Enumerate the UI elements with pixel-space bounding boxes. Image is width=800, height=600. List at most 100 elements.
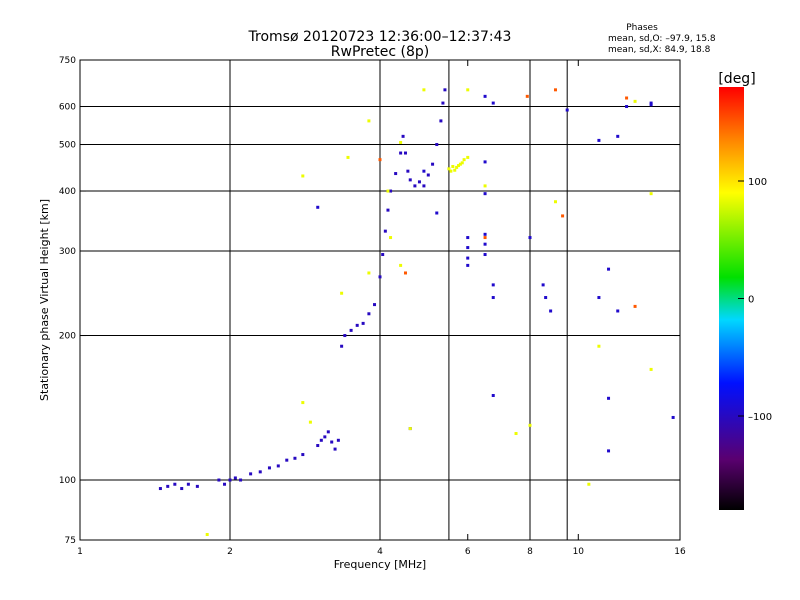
data-point [561, 214, 565, 218]
data-point [399, 151, 403, 155]
data-point [389, 189, 393, 193]
data-point [616, 309, 620, 313]
data-point [439, 119, 443, 123]
data-points [158, 88, 675, 537]
data-point [413, 184, 417, 188]
data-point [276, 464, 280, 468]
data-point [457, 164, 461, 168]
data-point [549, 309, 553, 313]
data-point [607, 396, 611, 400]
data-point [426, 173, 430, 177]
data-point [301, 401, 305, 405]
data-point [625, 105, 629, 109]
data-point [553, 200, 557, 204]
data-point [607, 449, 611, 453]
colorbar-tick-label: –100 [748, 412, 772, 423]
phases-o-stats: mean, sd,O: –97.9, 15.8 [608, 34, 716, 44]
data-point [399, 263, 403, 267]
data-point [403, 271, 407, 275]
colorbar-tick-label: 100 [748, 177, 767, 188]
data-point [649, 103, 653, 107]
data-point [233, 476, 237, 480]
data-point [587, 482, 591, 486]
data-point [285, 458, 289, 462]
data-point [447, 167, 451, 171]
data-point [616, 134, 620, 138]
y-tick-label: 300 [59, 247, 76, 257]
data-point [491, 101, 495, 105]
data-point [205, 533, 209, 537]
data-point [417, 180, 421, 184]
y-tick-label: 400 [59, 187, 76, 197]
data-point [466, 236, 470, 240]
data-point [466, 155, 470, 159]
data-point [422, 184, 426, 188]
data-point [316, 205, 320, 209]
x-tick-label: 6 [465, 547, 471, 557]
x-tick-label: 2 [227, 547, 233, 557]
chart-title: Tromsø 20120723 12:36:00–12:37:43 [248, 29, 512, 45]
axis-ticks: 1 2 4 6 8 10 16 75 100 200 300 400 500 600 750 [59, 56, 686, 557]
data-point [466, 246, 470, 250]
data-point [451, 164, 455, 168]
data-point [378, 158, 382, 162]
data-point [483, 184, 487, 188]
y-tick-label: 600 [59, 103, 76, 113]
data-point [340, 344, 344, 348]
data-point [195, 484, 199, 488]
x-tick-label: 1 [77, 547, 83, 557]
data-point [323, 435, 327, 439]
data-point [435, 143, 439, 147]
colorbar-tick-label: 0 [748, 295, 754, 306]
data-point [443, 88, 447, 92]
data-point [158, 487, 162, 491]
x-tick-label: 8 [527, 547, 533, 557]
data-point [386, 208, 390, 212]
data-point [483, 94, 487, 98]
data-point [625, 96, 629, 100]
data-point [223, 482, 227, 486]
data-point [394, 172, 398, 176]
data-point [373, 303, 377, 307]
x-tick-label: 4 [377, 547, 383, 557]
data-point [267, 466, 271, 470]
data-point [649, 367, 653, 371]
data-point [422, 169, 426, 173]
data-point [367, 271, 371, 275]
data-point [355, 323, 359, 327]
data-point [597, 344, 601, 348]
y-tick-label: 750 [59, 56, 76, 66]
data-point [406, 169, 410, 173]
data-point [166, 484, 170, 488]
data-point [528, 236, 532, 240]
y-tick-label: 500 [59, 141, 76, 151]
data-point [449, 169, 453, 173]
data-point [346, 155, 350, 159]
colorbar-label: [deg] [718, 71, 755, 87]
data-point [466, 256, 470, 260]
data-point [649, 101, 653, 105]
data-point [408, 427, 412, 431]
data-point [528, 423, 532, 427]
data-point [633, 99, 637, 103]
data-point [408, 178, 412, 182]
y-tick-label: 200 [59, 332, 76, 342]
data-point [541, 283, 545, 287]
data-point [491, 394, 495, 398]
data-point [565, 108, 569, 112]
data-point [525, 94, 529, 98]
phases-title: Phases [626, 23, 658, 33]
data-point [403, 151, 407, 155]
data-point [326, 430, 330, 434]
data-point [228, 478, 232, 482]
data-point [544, 296, 548, 300]
phases-x-stats: mean, sd,X: 84.9, 18.8 [608, 45, 711, 55]
data-point [483, 253, 487, 257]
data-point [330, 440, 334, 444]
data-point [460, 161, 464, 165]
y-tick-label: 100 [59, 476, 76, 486]
data-point [217, 478, 221, 482]
data-point [514, 432, 518, 436]
data-point [186, 482, 190, 486]
